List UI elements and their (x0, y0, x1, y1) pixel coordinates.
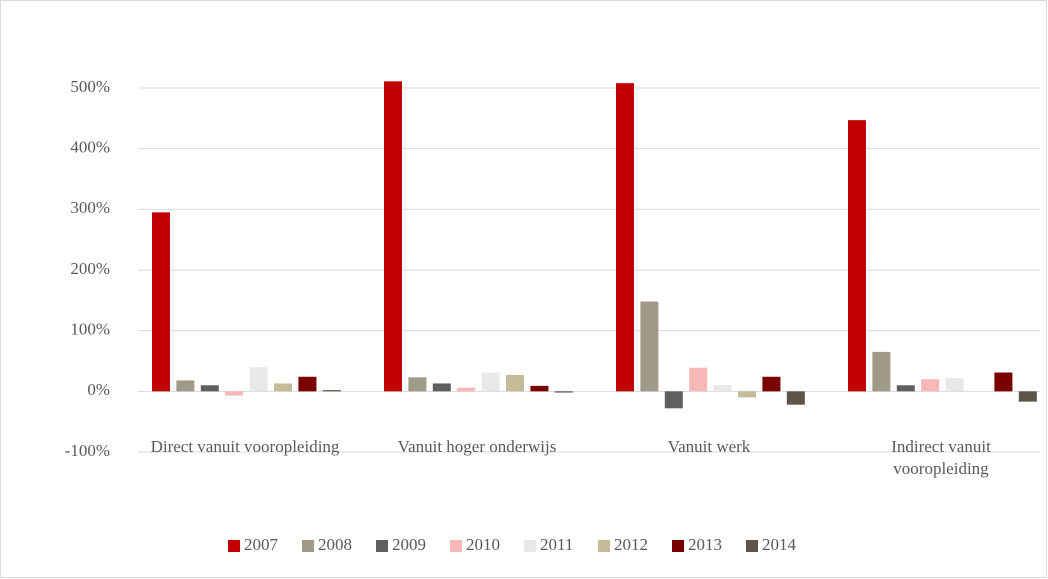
legend-label: 2013 (688, 535, 722, 554)
legend-swatch (228, 540, 240, 552)
bar (432, 383, 451, 392)
bar (200, 385, 219, 392)
legend-swatch (672, 540, 684, 552)
legend-swatch (598, 540, 610, 552)
bar (664, 391, 683, 409)
bar (274, 383, 292, 392)
legend-label: 2010 (466, 535, 500, 554)
bar (1018, 391, 1037, 402)
legend-swatch (746, 540, 758, 552)
bar (298, 376, 317, 392)
bar (994, 372, 1013, 392)
legend-label: 2008 (318, 535, 352, 554)
x-tick-label: Indirect vanuit vooropleiding (891, 437, 991, 478)
bar (616, 83, 634, 392)
x-tick-label: Vanuit hoger onderwijs (397, 437, 557, 456)
y-tick-label: -100% (65, 441, 110, 460)
bar (530, 385, 549, 392)
bar (249, 367, 268, 392)
y-tick-label: 200% (70, 259, 110, 278)
y-tick-label: 400% (70, 138, 110, 157)
x-tick-label: Vanuit werk (667, 437, 751, 456)
bar (322, 390, 341, 392)
bar (872, 351, 891, 392)
legend-swatch (524, 540, 536, 552)
bar (738, 391, 756, 398)
legend-label: 2014 (762, 535, 797, 554)
bar (921, 379, 940, 392)
bar (640, 301, 659, 392)
bar (408, 377, 427, 392)
legend-label: 2011 (540, 535, 573, 554)
legend-swatch (376, 540, 388, 552)
bar (786, 391, 805, 405)
y-tick-label: 0% (87, 380, 110, 399)
bar (506, 374, 524, 392)
x-tick-label: Direct vanuit vooropleiding (150, 437, 340, 456)
legend-swatch (450, 540, 462, 552)
y-tick-label: 100% (70, 320, 110, 339)
bar (481, 372, 500, 392)
bar (762, 376, 781, 392)
legend-swatch (302, 540, 314, 552)
bar (713, 385, 732, 392)
y-tick-label: 500% (70, 77, 110, 96)
legend-label: 2009 (392, 535, 426, 554)
legend-label: 2012 (614, 535, 648, 554)
bar (152, 212, 170, 392)
bar (457, 387, 476, 392)
bar (554, 391, 573, 393)
bar (225, 391, 244, 396)
legend-label: 2007 (244, 535, 279, 554)
bar (176, 380, 195, 392)
bar (848, 120, 866, 392)
bar (896, 385, 915, 392)
y-tick-label: 300% (70, 198, 110, 217)
bar (689, 367, 708, 392)
bar (384, 81, 402, 392)
bar (945, 377, 964, 392)
